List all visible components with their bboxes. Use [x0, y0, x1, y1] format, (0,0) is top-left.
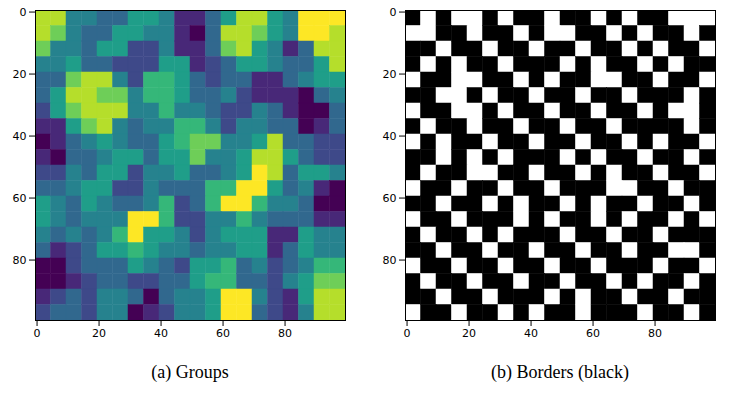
svg-text:40: 40 — [154, 327, 168, 340]
svg-text:0: 0 — [404, 327, 411, 340]
svg-text:40: 40 — [383, 130, 397, 143]
svg-text:80: 80 — [278, 327, 292, 340]
html-text:(b) Borders (black): (b) Borders (black) — [491, 362, 629, 382]
html-text:(a) Groups: (a) Groups — [151, 362, 229, 382]
svg-text:80: 80 — [13, 254, 27, 267]
svg-text:0: 0 — [390, 6, 397, 19]
svg-text:60: 60 — [216, 327, 230, 340]
svg-text:20: 20 — [13, 68, 27, 81]
svg-text:40: 40 — [524, 327, 538, 340]
svg-text:60: 60 — [383, 192, 397, 205]
svg-text:40: 40 — [13, 130, 27, 143]
svg-text:80: 80 — [648, 327, 662, 340]
svg-text:0: 0 — [34, 327, 41, 340]
svg-text:20: 20 — [462, 327, 476, 340]
svg-text:60: 60 — [586, 327, 600, 340]
svg-text:80: 80 — [383, 254, 397, 267]
svg-text:20: 20 — [383, 68, 397, 81]
svg-text:20: 20 — [92, 327, 106, 340]
svg-text:60: 60 — [13, 192, 27, 205]
svg-text:0: 0 — [20, 6, 27, 19]
